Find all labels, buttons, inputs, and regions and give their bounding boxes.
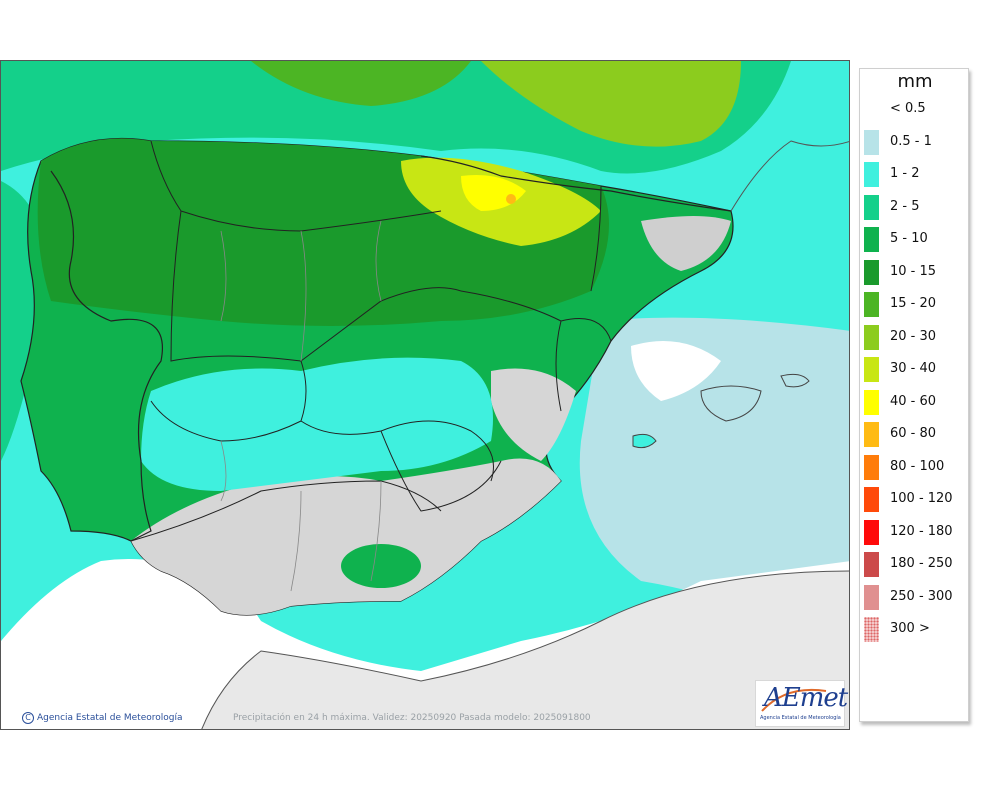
legend-swatch	[864, 454, 879, 480]
menorca	[780, 373, 810, 388]
dry-sea-patch	[631, 341, 721, 401]
legend-item: 100 - 120	[860, 483, 968, 516]
legend-item: 120 - 180	[860, 516, 968, 549]
legend-swatch	[864, 584, 879, 610]
region-borders	[130, 140, 612, 542]
legend-swatch	[864, 519, 879, 545]
legend-swatch	[864, 389, 879, 415]
france-border	[420, 155, 732, 212]
logo-subtitle: Agencia Estatal de Meteorología	[760, 715, 841, 721]
legend-item: 5 - 10	[860, 223, 968, 256]
legend-label: 5 - 10	[890, 231, 928, 246]
legend-label: 60 - 80	[890, 426, 937, 441]
legend-item: 0.5 - 1	[860, 126, 968, 159]
mallorca	[700, 385, 762, 422]
legend-item: 40 - 60	[860, 386, 968, 419]
dry-land-catalonia	[641, 216, 731, 271]
precipitation-map: AEmet Agencia Estatal de Meteorología	[0, 60, 850, 730]
legend-swatch	[864, 97, 879, 122]
legend-swatch	[864, 487, 879, 512]
portugal-border	[50, 170, 163, 542]
precipitation-legend: mm < 0.5 0.5 - 1 1 - 2 2 - 5 5 - 10 10 - 15 15…	[859, 68, 969, 722]
legend-label: 40 - 60	[890, 393, 937, 409]
legend-label: 0.5 - 1	[890, 133, 932, 149]
legend-label: 250 - 300	[890, 588, 953, 604]
legend-label: 120 - 180	[890, 523, 953, 539]
legend-item: 60 - 80	[860, 418, 968, 451]
north-africa-land	[201, 570, 849, 729]
legend-label: 100 - 120	[890, 491, 953, 506]
legend-item: 2 - 5	[860, 191, 968, 224]
legend-label: 30 - 40	[890, 361, 937, 376]
legend-swatch	[864, 552, 879, 577]
legend-swatch	[864, 162, 879, 187]
dry-land-east	[491, 368, 576, 461]
map-caption: Precipitación en 24 h máxima. Validez: 2…	[233, 713, 591, 723]
legend-item: 10 - 15	[860, 256, 968, 289]
legend-label: < 0.5	[890, 101, 926, 116]
rain-band-1-2-central	[141, 357, 493, 491]
rain-band-20-30-bay	[481, 61, 741, 147]
legend-swatch	[864, 227, 879, 252]
legend-item: 1 - 2	[860, 158, 968, 191]
legend-label: 20 - 30	[890, 328, 937, 344]
rain-band-15-20-bay	[251, 61, 471, 106]
logo-word: AEmet	[764, 683, 848, 713]
dry-land-south	[131, 458, 561, 615]
legend-label: 10 - 15	[890, 263, 937, 279]
legend-label: 15 - 20	[890, 296, 937, 311]
ibiza	[632, 433, 657, 449]
copyright-icon: C	[22, 712, 34, 724]
legend-swatch	[864, 194, 879, 220]
map-canvas	[1, 61, 849, 729]
legend-swatch	[864, 324, 879, 350]
legend-label: 80 - 100	[890, 458, 945, 474]
legend-item: 20 - 30	[860, 321, 968, 354]
credit-text: Agencia Estatal de Meteorología	[37, 713, 183, 723]
footer-credit: C Agencia Estatal de Meteorología	[22, 712, 183, 724]
legend-swatch	[864, 357, 879, 382]
legend-item: 250 - 300	[860, 581, 968, 614]
legend-label: 300 >	[890, 621, 930, 636]
province-borders	[220, 220, 382, 592]
legend-swatch	[864, 292, 879, 317]
legend-label: 180 - 250	[890, 556, 953, 571]
legend-item: < 0.5	[860, 93, 968, 126]
legend-unit: mm	[897, 71, 933, 92]
legend-label: 2 - 5	[890, 198, 920, 214]
legend-item: 80 - 100	[860, 451, 968, 484]
legend-swatch	[864, 617, 879, 642]
legend-swatch	[864, 422, 879, 447]
rain-cell-60-80	[506, 194, 516, 204]
aemet-logo: AEmet Agencia Estatal de Meteorología	[755, 680, 848, 727]
france-coast	[730, 140, 849, 212]
legend-swatch	[864, 129, 879, 155]
legend-item: 30 - 40	[860, 353, 968, 386]
legend-item: 15 - 20	[860, 288, 968, 321]
logo-swoosh	[761, 688, 827, 712]
legend-item: 300 >	[860, 613, 968, 646]
rain-cell-south	[341, 544, 421, 588]
legend-label: 1 - 2	[890, 166, 920, 181]
legend-item: 180 - 250	[860, 548, 968, 581]
legend-swatch	[864, 259, 879, 285]
